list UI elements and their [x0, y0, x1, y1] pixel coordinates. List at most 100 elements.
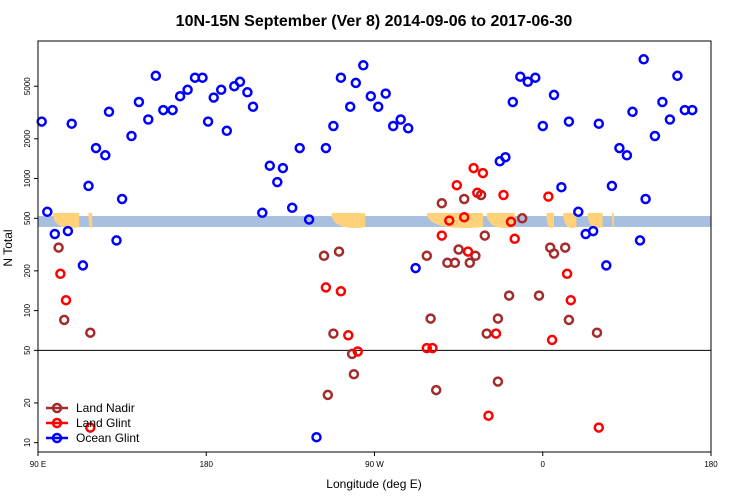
point-ocean-glint [116, 193, 128, 205]
point-ocean-glint [197, 72, 208, 83]
point-ocean-glint [649, 130, 661, 142]
point-land-nadir [470, 250, 481, 262]
y-tick-label: 50 [23, 345, 32, 354]
point-land-nadir [548, 248, 560, 259]
point-ocean-glint [664, 114, 676, 125]
point-land-nadir [481, 328, 492, 339]
point-land-nadir [458, 193, 470, 205]
point-land-nadir [333, 246, 345, 257]
x-tick-label: 90 W [365, 460, 384, 469]
point-ocean-glint [257, 207, 268, 219]
point-land-glint [458, 211, 470, 223]
point-land-glint [468, 162, 479, 174]
glint-band [38, 216, 711, 227]
point-ocean-glint [614, 142, 625, 154]
point-ocean-glint [601, 260, 612, 271]
point-land-nadir [53, 242, 64, 253]
point-ocean-glint [272, 176, 283, 188]
point-ocean-glint [573, 206, 584, 218]
point-ocean-glint [522, 76, 534, 88]
point-land-nadir [58, 314, 70, 326]
plot-background [38, 41, 711, 452]
point-land-glint [320, 282, 332, 293]
y-tick-label: 100 [23, 303, 32, 317]
point-land-nadir [464, 257, 476, 269]
land-fill-segment [563, 213, 577, 229]
legend-marker [51, 402, 63, 414]
point-ocean-glint [77, 260, 89, 271]
point-ocean-glint [587, 225, 599, 237]
point-land-nadir [85, 327, 96, 338]
point-ocean-glint [634, 235, 646, 246]
y-tick-label: 2000 [23, 129, 32, 147]
point-ocean-glint [537, 120, 549, 132]
legend-label: Land Nadir [76, 401, 135, 415]
point-land-glint [505, 216, 517, 228]
legend-marker [51, 417, 63, 429]
point-land-nadir [346, 348, 358, 360]
point-ocean-glint [103, 106, 115, 118]
point-ocean-glint [344, 101, 356, 112]
point-land-nadir [318, 250, 330, 262]
point-ocean-glint [49, 228, 61, 240]
point-ocean-glint [294, 142, 305, 154]
point-land-nadir [328, 328, 339, 339]
point-land-nadir [591, 327, 603, 338]
point-ocean-glint [410, 262, 421, 274]
point-land-glint [490, 328, 502, 339]
point-ocean-glint [277, 162, 289, 174]
point-land-glint [55, 268, 66, 280]
x-tick-label: 0 [541, 460, 546, 469]
point-ocean-glint [90, 142, 102, 154]
point-land-nadir [430, 384, 442, 396]
chart-title: 10N-15N September (Ver 8) 2014-09-06 to … [176, 13, 573, 30]
point-ocean-glint [202, 116, 214, 127]
point-ocean-glint [247, 101, 259, 112]
legend-marker [51, 432, 63, 444]
point-land-glint [593, 422, 605, 433]
point-ocean-glint [593, 118, 605, 129]
point-land-nadir [492, 376, 504, 387]
y-axis-label: N Total [1, 229, 15, 266]
point-ocean-glint [126, 130, 137, 142]
point-land-nadir [421, 250, 433, 262]
x-axis-ticks: 90 E 180 90 W 0 180 [30, 452, 718, 469]
point-ocean-glint [320, 142, 332, 154]
point-ocean-glint [150, 70, 162, 82]
point-ocean-glint [672, 70, 683, 82]
point-land-glint [462, 246, 474, 257]
point-ocean-glint [111, 235, 122, 246]
point-ocean-glint [133, 96, 145, 108]
point-ocean-glint [507, 96, 519, 108]
point-ocean-glint [563, 116, 575, 127]
point-ocean-glint [627, 106, 638, 118]
point-ocean-glint [657, 96, 668, 108]
point-ocean-glint [62, 225, 74, 237]
point-ocean-glint [221, 125, 233, 137]
land-fill-segment [52, 213, 80, 229]
point-land-nadir [533, 290, 545, 301]
point-ocean-glint [395, 114, 406, 125]
x-tick-label: 180 [704, 460, 718, 469]
point-land-glint [335, 286, 347, 297]
point-ocean-glint [335, 72, 347, 83]
land-fill-segment [611, 213, 614, 229]
point-ocean-glint [215, 84, 227, 96]
point-land-glint [85, 422, 96, 433]
point-land-nadir [559, 242, 571, 253]
land-fill-segment [587, 213, 603, 229]
point-ocean-glint [143, 114, 154, 125]
point-land-glint [436, 230, 448, 241]
point-ocean-glint [100, 150, 111, 161]
point-ocean-glint [606, 180, 618, 192]
point-land-nadir [492, 313, 504, 324]
point-land-nadir [453, 244, 464, 255]
data-points [36, 54, 698, 443]
point-land-glint [565, 294, 577, 306]
point-ocean-glint [530, 72, 541, 83]
point-land-nadir [563, 314, 575, 326]
point-ocean-glint [500, 151, 511, 163]
point-land-nadir [503, 290, 515, 301]
